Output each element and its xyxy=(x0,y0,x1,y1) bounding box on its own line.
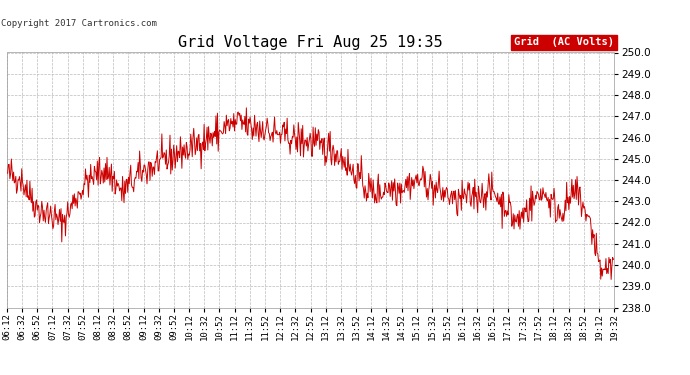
Text: Grid  (AC Volts): Grid (AC Volts) xyxy=(514,37,614,47)
Title: Grid Voltage Fri Aug 25 19:35: Grid Voltage Fri Aug 25 19:35 xyxy=(178,35,443,50)
Text: Copyright 2017 Cartronics.com: Copyright 2017 Cartronics.com xyxy=(1,20,157,28)
